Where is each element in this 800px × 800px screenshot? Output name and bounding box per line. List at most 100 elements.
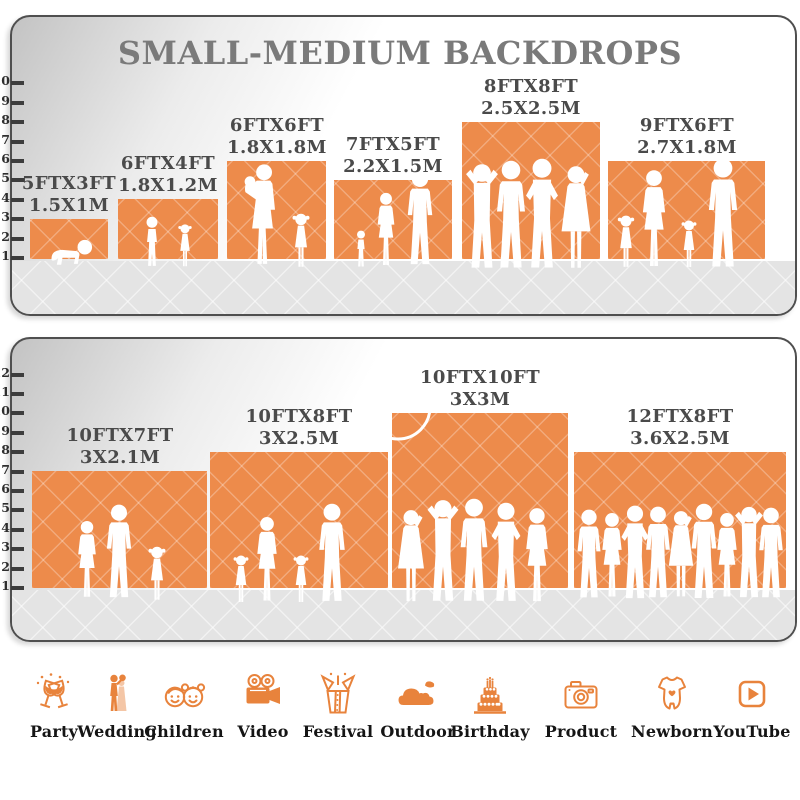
ruler-tick <box>11 197 24 202</box>
children-icon <box>136 668 232 718</box>
category-label: Wedding <box>77 722 157 741</box>
ruler-tick <box>11 178 24 183</box>
size-meters: 1.8X1.2M <box>118 175 218 196</box>
backdrop-size-label: 9FTX6FT 2.7X1.8M <box>597 115 777 159</box>
ruler-number: 12 <box>0 364 10 380</box>
ruler-number: 8 <box>1 112 10 128</box>
backdrop-size-label: 8FTX8FT 2.5X2.5M <box>441 76 621 120</box>
size-feet: 7FTX5FT <box>345 134 441 155</box>
ruler-tick <box>11 100 24 105</box>
ruler-number: 9 <box>1 422 10 438</box>
outdoor-icon <box>370 668 466 718</box>
size-feet: 5FTX3FT <box>21 173 117 194</box>
ruler-tick <box>11 217 24 222</box>
category-label: Outdoor <box>380 722 456 741</box>
ruler-number: 9 <box>1 92 10 108</box>
size-feet: 10FTX7FT <box>66 425 174 446</box>
category-youtube: YouTube <box>704 668 800 741</box>
ruler-tick <box>11 236 24 241</box>
size-meters: 3X2.1M <box>79 447 161 468</box>
backdrop-rect-10ftx10ft <box>392 413 568 588</box>
backdrop-rect-9ftx6ft <box>608 161 765 259</box>
size-meters: 1.8X1.8M <box>227 137 327 158</box>
ruler-tick <box>11 392 24 396</box>
size-feet: 6FTX6FT <box>229 115 325 136</box>
floor-area <box>12 590 795 640</box>
size-meters: 2.7X1.8M <box>637 137 737 158</box>
size-meters: 3X3M <box>449 389 511 410</box>
ruler-number: 3 <box>1 209 10 225</box>
ruler-number: 6 <box>1 481 10 496</box>
festival-icon <box>290 668 386 718</box>
backdrop-rect-6ftx4ft <box>118 199 218 259</box>
ruler-number: 1 <box>1 578 10 593</box>
size-meters: 2.2X1.5M <box>343 156 443 177</box>
ruler-number: 3 <box>1 539 10 555</box>
ruler-number: 5 <box>1 500 10 516</box>
ruler-number: 10 <box>0 73 10 89</box>
ruler-tick <box>11 508 24 513</box>
ruler-number: 4 <box>1 519 10 535</box>
size-feet: 9FTX6FT <box>639 115 735 136</box>
ruler-tick <box>11 547 24 552</box>
backdrop-rect-7ftx5ft <box>334 180 452 259</box>
backdrop-size-label: 12FTX8FT 3.6X2.5M <box>590 406 770 450</box>
youtube-icon <box>704 668 800 718</box>
category-festival: Festival <box>290 668 386 741</box>
backdrop-size-label: 7FTX5FT 2.2X1.5M <box>303 134 483 178</box>
backdrop-rect-5ftx3ft <box>30 219 108 259</box>
category-product: Product <box>533 668 629 741</box>
size-feet: 10FTX8FT <box>245 406 353 427</box>
category-label: Children <box>144 722 224 741</box>
size-feet: 12FTX8FT <box>626 406 734 427</box>
size-feet: 8FTX8FT <box>483 76 579 97</box>
newborn-icon <box>624 668 720 718</box>
birthday-icon <box>442 668 538 718</box>
size-meters: 2.5X2.5M <box>481 98 581 119</box>
size-feet: 6FTX4FT <box>120 153 216 174</box>
category-wedding: Wedding <box>69 668 165 741</box>
size-meters: 3X2.5M <box>258 428 340 449</box>
backdrop-rect-6ftx6ft <box>227 161 326 259</box>
size-meters: 3.6X2.5M <box>630 428 730 449</box>
ruler-tick <box>11 372 24 377</box>
category-video: Video <box>215 668 311 741</box>
party-icon <box>6 668 102 718</box>
backdrop-size-label: 5FTX3FT 1.5X1M <box>0 173 159 217</box>
category-newborn: Newborn <box>624 668 720 741</box>
ruler-number: 8 <box>1 442 10 458</box>
ruler-number: 10 <box>0 403 10 419</box>
wedding-icon <box>69 668 165 718</box>
ruler-number: 1 <box>1 248 10 263</box>
ruler-tick <box>11 81 24 86</box>
ruler-number: 5 <box>1 170 10 186</box>
ruler-tick <box>11 139 24 144</box>
ruler-tick <box>11 586 24 590</box>
corner-arc-decoration <box>392 413 431 441</box>
ruler-tick <box>11 566 24 571</box>
category-label: Party <box>29 722 79 741</box>
backdrop-rect-12ftx8ft <box>574 452 786 588</box>
ruler-number: 7 <box>1 131 10 147</box>
category-outdoor: Outdoor <box>370 668 466 741</box>
category-birthday: Birthday <box>442 668 538 741</box>
page-title: SMALL-MEDIUM BACKDROPS <box>117 34 683 72</box>
ruler-tick <box>11 120 24 125</box>
backdrop-rect-10ftx8ft <box>210 452 388 588</box>
ruler-tick <box>11 159 24 163</box>
category-children: Children <box>136 668 232 741</box>
ruler-tick <box>11 411 24 416</box>
floor-area <box>12 261 795 314</box>
size-feet: 10FTX10FT <box>419 367 540 388</box>
ruler-number: 11 <box>0 384 10 399</box>
backdrop-size-label: 10FTX8FT 3X2.5M <box>209 406 389 450</box>
category-label: Festival <box>302 722 374 741</box>
backdrop-size-label: 10FTX7FT 3X2.1M <box>30 425 210 469</box>
category-label: Newborn <box>631 722 713 741</box>
ruler-tick <box>11 430 24 435</box>
ruler-tick <box>11 256 24 260</box>
ruler-number: 4 <box>1 189 10 205</box>
size-meters: 1.5X1M <box>28 195 110 216</box>
video-icon <box>215 668 311 718</box>
